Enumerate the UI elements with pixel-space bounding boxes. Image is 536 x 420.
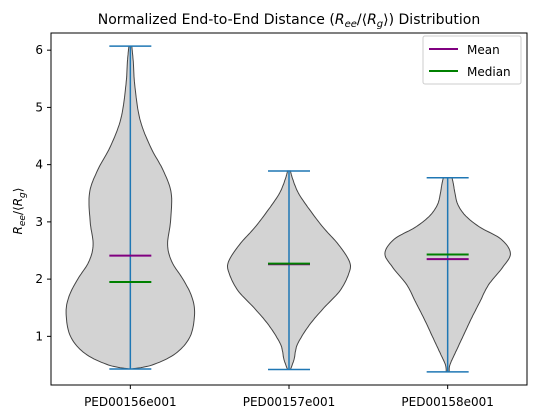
- y-tick-label: 6: [35, 43, 43, 57]
- plot-frame: [50, 32, 528, 386]
- y-axis-label: Ree/⟨Rg⟩: [11, 188, 28, 235]
- y-tick-label: 5: [35, 100, 43, 114]
- plot-area: [65, 45, 511, 373]
- legend-mean-label: Mean: [467, 43, 500, 57]
- y-tick-label: 4: [35, 158, 43, 172]
- legend-median-label: Median: [467, 65, 511, 79]
- chart-title: Normalized End-to-End Distance (Ree/⟨Rg⟩…: [98, 12, 480, 30]
- x-tick-label: PED00156e001: [84, 395, 177, 409]
- y-tick-label: 2: [35, 272, 43, 286]
- y-tick-label: 3: [35, 215, 43, 229]
- x-tick-label: PED00158e001: [401, 395, 494, 409]
- x-tick-label: PED00157e001: [243, 395, 336, 409]
- axes: PED00156e001 PED00157e001 PED00158e001 1 2 3 4…: [35, 32, 528, 409]
- legend: Mean Median: [422, 35, 522, 85]
- y-tick-label: 1: [35, 329, 43, 343]
